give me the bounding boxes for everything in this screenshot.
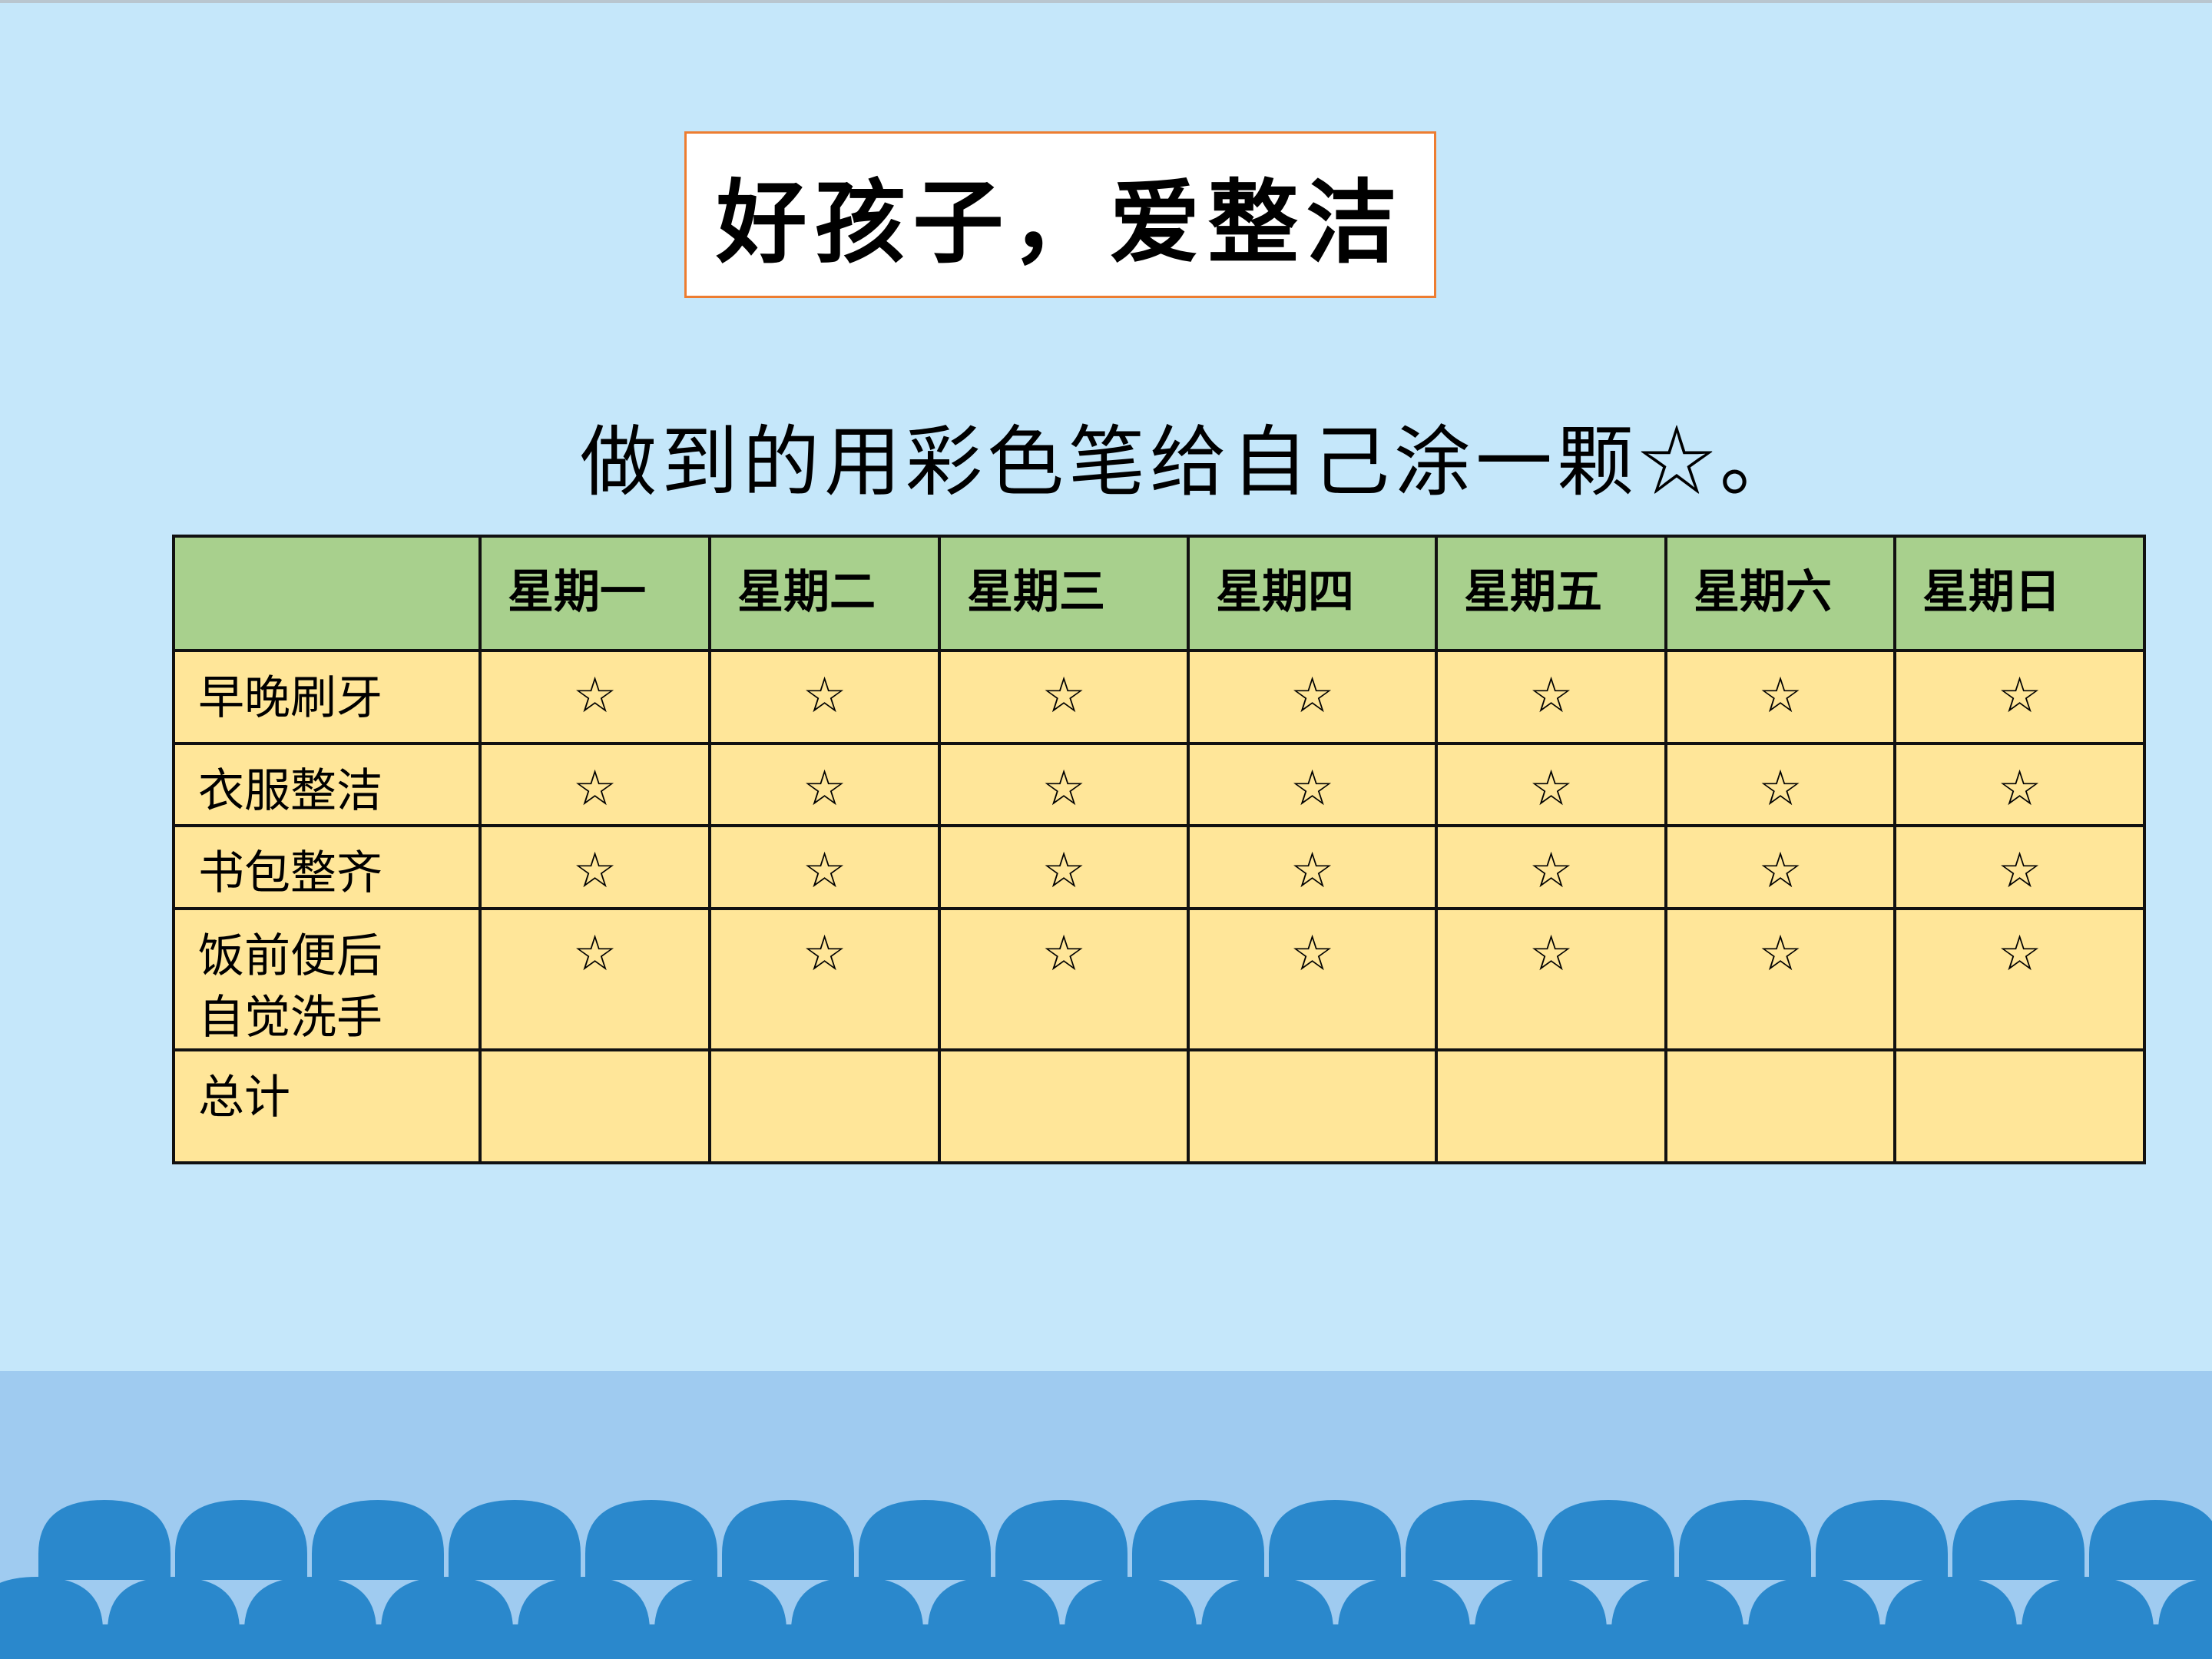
wave-arch-top [859,1500,991,1580]
total-cell[interactable] [1893,1048,2146,1164]
star-cell[interactable]: ☆ [1187,824,1438,910]
corner-cell [172,535,482,652]
star-cell[interactable]: ☆ [478,742,711,827]
total-cell[interactable] [1187,1048,1438,1164]
wave-arch-top [1952,1500,2085,1580]
star-cell[interactable]: ☆ [708,824,941,910]
wave-decoration [0,1500,2212,1659]
wave-arch-top [449,1500,581,1580]
star-cell[interactable]: ☆ [1664,907,1896,1051]
star-cell[interactable]: ☆ [1893,742,2146,827]
star-cell[interactable]: ☆ [938,907,1190,1051]
table-row: 书包整齐 ☆ ☆ ☆ ☆ ☆ ☆ ☆ [172,824,2146,910]
star-cell[interactable]: ☆ [1187,649,1438,745]
day-header: 星期一 [478,535,711,652]
table-row: 早晚刷牙 ☆ ☆ ☆ ☆ ☆ ☆ ☆ [172,649,2146,745]
star-cell[interactable]: ☆ [708,649,941,745]
star-cell[interactable]: ☆ [1893,824,2146,910]
star-cell[interactable]: ☆ [938,742,1190,827]
star-cell[interactable]: ☆ [1435,742,1667,827]
day-header: 星期五 [1435,535,1667,652]
wave-arch-top [1269,1500,1401,1580]
star-cell[interactable]: ☆ [938,649,1190,745]
wave-arch-top [1132,1500,1264,1580]
table-row: 衣服整洁 ☆ ☆ ☆ ☆ ☆ ☆ ☆ [172,742,2146,827]
wave-arch-top [1816,1500,1948,1580]
wave-arch-top [1542,1500,1674,1580]
total-cell[interactable] [708,1048,941,1164]
day-header: 星期日 [1893,535,2146,652]
wave-base [0,1624,2212,1659]
star-cell[interactable]: ☆ [1664,742,1896,827]
star-cell[interactable]: ☆ [1435,907,1667,1051]
wave-arch-top [995,1500,1128,1580]
hygiene-chart-table: 星期一 星期二 星期三 星期四 星期五 星期六 星期日 早晚刷牙 ☆ ☆ ☆ ☆ ☆ ☆ ☆ 衣服整洁 ☆ ☆ ☆… [172,535,2146,1164]
total-cell[interactable] [938,1048,1190,1164]
day-header: 星期四 [1187,535,1438,652]
star-cell[interactable]: ☆ [938,824,1190,910]
wave-arch-top [2089,1500,2212,1580]
star-cell[interactable]: ☆ [1664,649,1896,745]
star-cell[interactable]: ☆ [1893,649,2146,745]
star-cell[interactable]: ☆ [1187,742,1438,827]
wave-arch-top [38,1500,171,1580]
row-label: 书包整齐 [172,824,482,910]
row-label: 衣服整洁 [172,742,482,827]
day-header: 星期三 [938,535,1190,652]
star-cell[interactable]: ☆ [1435,649,1667,745]
top-border [0,0,2212,3]
star-cell[interactable]: ☆ [1893,907,2146,1051]
star-cell[interactable]: ☆ [478,824,711,910]
wave-arch-top [722,1500,854,1580]
total-cell[interactable] [1435,1048,1667,1164]
star-cell[interactable]: ☆ [478,907,711,1051]
table-row: 饭前便后 自觉洗手 ☆ ☆ ☆ ☆ ☆ ☆ ☆ [172,907,2146,1051]
star-cell[interactable]: ☆ [1435,824,1667,910]
star-cell[interactable]: ☆ [708,907,941,1051]
wave-arch-top [175,1500,307,1580]
day-header: 星期二 [708,535,941,652]
header-row: 星期一 星期二 星期三 星期四 星期五 星期六 星期日 [172,535,2146,652]
total-cell[interactable] [1664,1048,1896,1164]
instruction-text: 做到的用彩色笔给自己涂一颗☆。 [580,417,1801,507]
day-header: 星期六 [1664,535,1896,652]
page-title: 好孩子，爱整洁 [716,169,1405,276]
star-cell[interactable]: ☆ [1187,907,1438,1051]
star-cell[interactable]: ☆ [708,742,941,827]
wave-arch-top [585,1500,717,1580]
star-cell[interactable]: ☆ [1664,824,1896,910]
total-cell[interactable] [478,1048,711,1164]
wave-arch-top [1406,1500,1538,1580]
wave-arch-top [312,1500,444,1580]
row-label: 总计 [172,1048,482,1164]
wave-arch-top [1679,1500,1811,1580]
star-cell[interactable]: ☆ [478,649,711,745]
title-box: 好孩子，爱整洁 [684,131,1436,298]
row-label: 早晚刷牙 [172,649,482,745]
row-label: 饭前便后 自觉洗手 [172,907,482,1051]
table-row: 总计 [172,1048,2146,1164]
